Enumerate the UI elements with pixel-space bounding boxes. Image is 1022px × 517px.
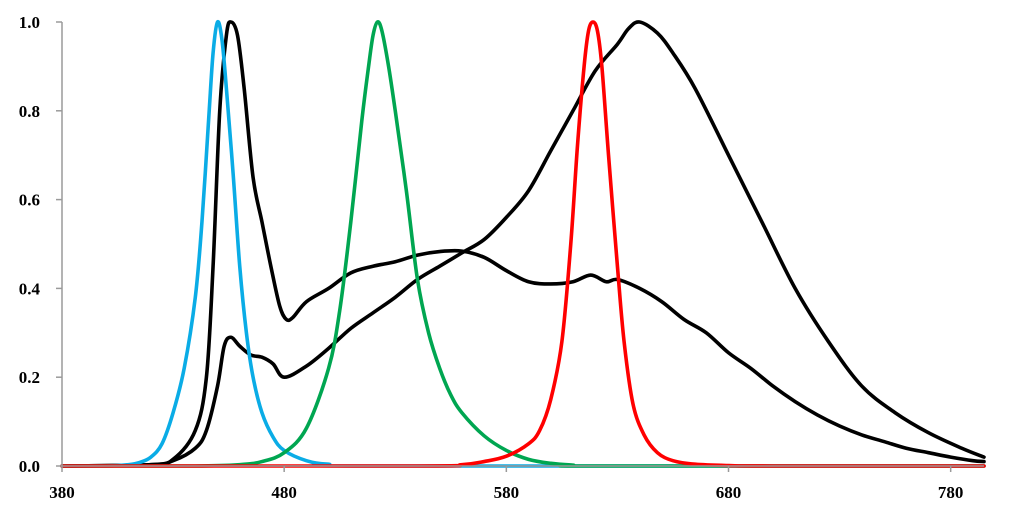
- x-tick-label: 380: [49, 483, 75, 502]
- y-tick-label: 0.8: [19, 102, 40, 121]
- x-tick-label: 680: [716, 483, 742, 502]
- x-tick-label: 480: [271, 483, 297, 502]
- y-tick-label: 0.6: [19, 191, 40, 210]
- series-line-1: [60, 20, 986, 468]
- y-tick-label: 0.0: [19, 457, 40, 476]
- x-tick-label: 780: [938, 483, 964, 502]
- x-tick-group: 380 480 580 680 780: [49, 466, 963, 502]
- series-line-4: [60, 20, 986, 468]
- y-tick-label: 0.2: [19, 368, 40, 387]
- series-layer: [60, 19, 986, 468]
- series-line-2: [60, 20, 986, 468]
- y-tick-label: 0.4: [19, 279, 41, 298]
- y-tick-label: 1.0: [19, 13, 40, 32]
- y-tick-group: 0.0 0.2 0.4 0.6 0.8 1.0: [19, 13, 62, 476]
- x-tick-label: 580: [494, 483, 520, 502]
- series-line-3: [60, 19, 986, 468]
- series-line-5: [60, 20, 986, 468]
